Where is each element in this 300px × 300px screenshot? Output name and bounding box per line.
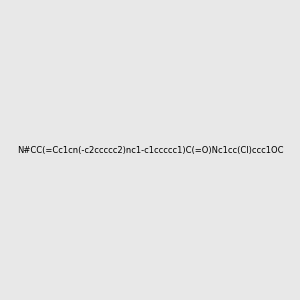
Text: N#CC(=Cc1cn(-c2ccccc2)nc1-c1ccccc1)C(=O)Nc1cc(Cl)ccc1OC: N#CC(=Cc1cn(-c2ccccc2)nc1-c1ccccc1)C(=O)…: [17, 146, 283, 154]
